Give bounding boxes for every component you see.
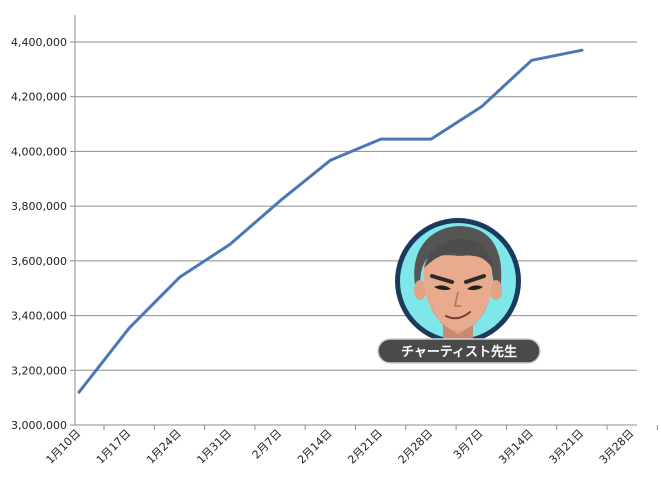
x-tick-label: 3月21日 [547, 427, 587, 467]
axes [74, 15, 637, 426]
series [77, 48, 584, 394]
series-line [77, 48, 584, 394]
x-tick-label: 1月24日 [144, 427, 184, 467]
x-tick-label: 3月28日 [597, 427, 637, 467]
avatar-eyebrow-left [430, 274, 454, 284]
x-tick-label: 1月17日 [94, 427, 134, 467]
x-tick-label: 1月10日 [44, 427, 84, 467]
avatar-mouth [445, 311, 471, 320]
gridlines [70, 41, 658, 430]
x-tick-label: 3月14日 [496, 427, 536, 467]
y-tick-label: 4,000,000 [11, 145, 67, 158]
x-tick-label: 2月28日 [396, 427, 436, 467]
x-tick-label: 2月7日 [250, 427, 285, 462]
name-badge-bg [377, 338, 541, 364]
avatar-hair-front [424, 239, 494, 270]
y-tick-label: 3,000,000 [11, 419, 67, 432]
x-tick-label: 2月21日 [345, 427, 385, 467]
avatar-eye-left [434, 285, 451, 291]
avatar-eyebrow-right [464, 274, 486, 284]
y-tick-label: 4,200,000 [11, 91, 67, 104]
mascot-avatar [395, 218, 521, 344]
mascot-name-badge: チャーティスト先生 [377, 338, 541, 364]
y-tick-label: 3,600,000 [11, 255, 67, 268]
x-tick-label: 1月31日 [194, 427, 234, 467]
y-tick-label: 3,200,000 [11, 364, 67, 377]
y-tick-labels: 3,000,000 3,200,000 3,400,000 3,600,000 3,80… [11, 36, 67, 432]
avatar-eye-right [467, 285, 483, 291]
x-tick-label: 2月14日 [295, 427, 335, 467]
y-tick-label: 3,400,000 [11, 310, 67, 323]
x-tick-label: 3月7日 [451, 427, 486, 462]
y-tick-label: 3,800,000 [11, 200, 67, 213]
avatar-nose [454, 291, 461, 307]
avatar-ear-left [414, 280, 426, 300]
y-tick-label: 4,400,000 [11, 36, 67, 49]
x-tick-labels: 1月10日 1月17日 1月24日 1月31日 2月7日 2月14日 2月21日 2月28日 3… [44, 427, 637, 467]
avatar-ear-right [490, 280, 502, 300]
name-badge-label: チャーティスト先生 [401, 344, 517, 360]
